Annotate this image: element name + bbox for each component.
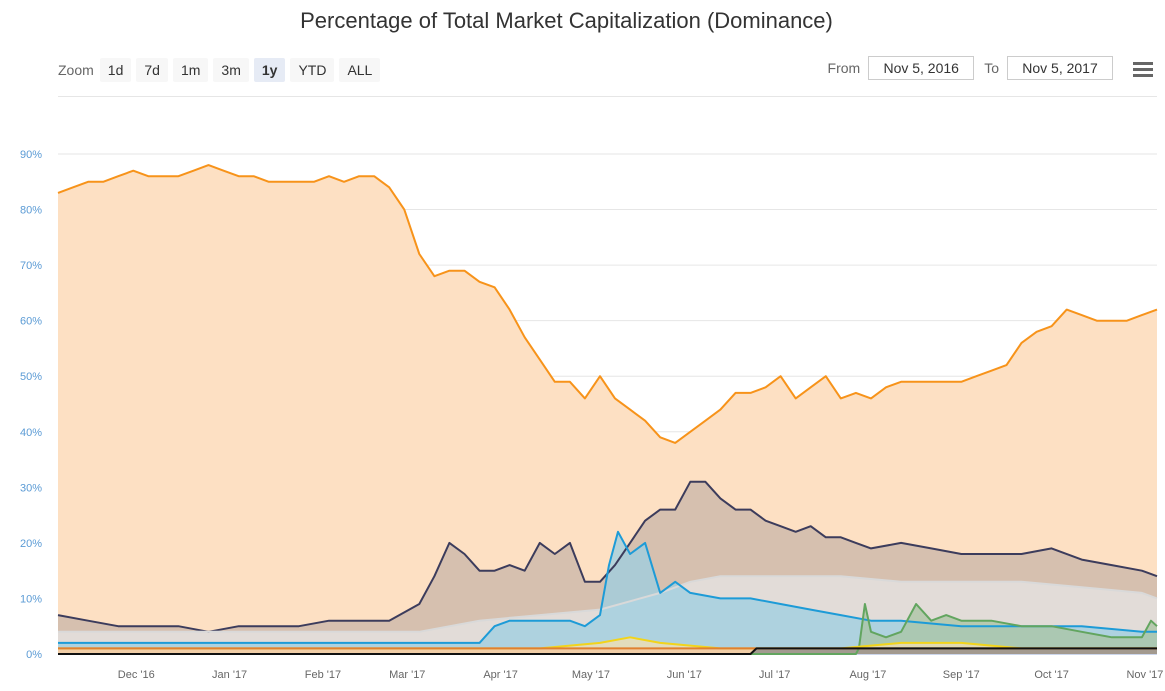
zoom-label: Zoom	[58, 62, 94, 78]
series-lines	[57, 164, 1158, 655]
y-tick-label: 0%	[26, 649, 42, 661]
x-tick-label: Jan '17	[212, 669, 247, 681]
x-tick-label: Oct '17	[1034, 669, 1069, 681]
y-tick-label: 20%	[20, 538, 42, 550]
x-tick-label: Feb '17	[305, 669, 341, 681]
toolbar-divider	[58, 96, 1157, 97]
x-tick-label: Jun '17	[667, 669, 702, 681]
y-tick-label: 90%	[20, 149, 42, 161]
from-date-input[interactable]	[868, 56, 975, 80]
y-tick-label: 80%	[20, 205, 42, 217]
y-tick-label: 30%	[20, 482, 42, 494]
x-tick-label: Jul '17	[759, 669, 790, 681]
zoom-controls: Zoom 1d 7d 1m 3m 1y YTD ALL	[58, 58, 385, 82]
x-tick-label: Mar '17	[389, 669, 425, 681]
series-areas	[58, 165, 1157, 654]
area-bitcoin	[58, 165, 1157, 654]
x-tick-label: Nov '17	[1126, 669, 1163, 681]
x-tick-label: Apr '17	[483, 669, 518, 681]
zoom-1d-button[interactable]: 1d	[99, 58, 132, 82]
line-ethereum	[57, 480, 1158, 633]
area-ripple	[58, 531, 1157, 654]
zoom-1y-button[interactable]: 1y	[253, 58, 286, 82]
from-label: From	[827, 60, 861, 76]
y-tick-label: 60%	[20, 316, 42, 328]
x-tick-label: Aug '17	[849, 669, 886, 681]
hamburger-icon[interactable]	[1133, 62, 1153, 78]
y-tick-label: 70%	[20, 260, 42, 272]
y-axis-ticks: 0% 10% 20% 30% 40% 50% 60% 70% 80% 90%	[20, 149, 42, 661]
zoom-3m-button[interactable]: 3m	[213, 58, 249, 82]
x-tick-label: May '17	[572, 669, 610, 681]
line-ethereum-classic	[58, 647, 1157, 655]
chart-title: Percentage of Total Market Capitalizatio…	[300, 8, 833, 33]
y-tick-label: 50%	[20, 371, 42, 383]
area-ethereum-classic	[58, 648, 1157, 654]
y-tick-label: 10%	[20, 593, 42, 605]
date-range: From To	[818, 56, 1113, 80]
line-bitcoin	[57, 164, 1158, 444]
x-tick-label: Sep '17	[943, 669, 980, 681]
to-label: To	[984, 60, 999, 76]
zoom-ytd-button[interactable]: YTD	[290, 58, 335, 82]
zoom-1m-button[interactable]: 1m	[172, 58, 209, 82]
x-axis-ticks: Dec '16 Jan '17 Feb '17 Mar '17 Apr '17 May '…	[118, 669, 1164, 681]
area-bitcoin-cash	[58, 604, 1157, 654]
y-tick-label: 40%	[20, 427, 42, 439]
zoom-7d-button[interactable]: 7d	[136, 58, 168, 82]
line-ripple	[58, 530, 1157, 644]
to-date-input[interactable]	[1007, 56, 1113, 80]
x-tick-label: Dec '16	[118, 669, 155, 681]
zoom-all-button[interactable]: ALL	[339, 58, 381, 82]
line-bitcoin-cash	[58, 603, 1158, 655]
